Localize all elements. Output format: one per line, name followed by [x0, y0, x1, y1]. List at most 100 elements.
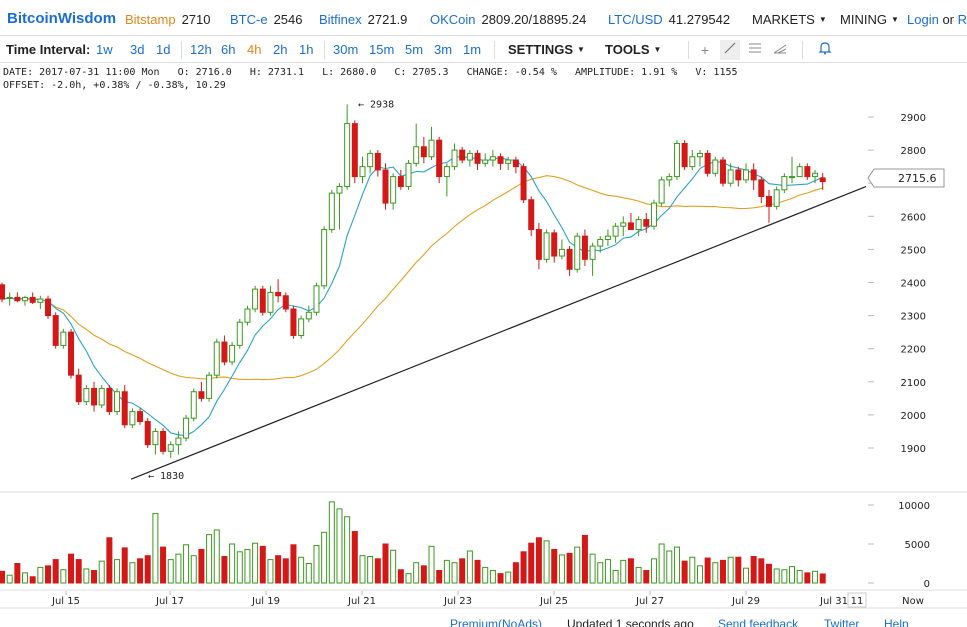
candle-body [719, 159, 726, 184]
price-tick-label: 2200 [901, 345, 926, 356]
volume-bar [558, 554, 565, 584]
toolbar-divider [181, 41, 182, 59]
candle-body [252, 288, 259, 310]
candle-body [658, 179, 665, 204]
volume-bar [60, 569, 67, 584]
candle-body [267, 291, 274, 313]
caret-down-icon: ▼ [890, 15, 899, 24]
candle-body [474, 152, 481, 164]
candle-body [704, 152, 711, 174]
price-tick-label: 2000 [901, 411, 926, 422]
settings-dropdown[interactable]: SETTINGS ▼ [508, 42, 585, 57]
candle-body [528, 199, 535, 231]
help-link[interactable]: Help [884, 617, 909, 627]
candle-body [812, 172, 819, 178]
footer-bar: Premium(NoAds) Updated 1 seconds ago Sen… [0, 615, 967, 627]
caret-down-icon: ▼ [577, 45, 585, 54]
ticker-ltc-usd[interactable]: LTC/USD 41.279542 [608, 12, 730, 27]
low-price-annotation: ← 1830 [148, 471, 184, 482]
candle-body [604, 235, 611, 240]
trendline-icon[interactable] [720, 40, 740, 60]
chart-toolbar: Time Interval: 1w 3d 1d 12h 6h 4h 2h 1h … [0, 37, 967, 63]
candle-body [206, 374, 213, 399]
candle-body [298, 318, 305, 336]
crosshair-icon[interactable]: + [700, 42, 710, 58]
register-link[interactable]: Re [957, 12, 967, 27]
candle-body [397, 176, 404, 188]
price-tick-label: 2800 [901, 146, 926, 157]
candle-body [620, 222, 627, 227]
interval-15m[interactable]: 15m [369, 42, 395, 57]
candle-body [505, 159, 512, 164]
interval-6h[interactable]: 6h [221, 42, 236, 57]
interval-12h[interactable]: 12h [190, 42, 212, 57]
interval-1d[interactable]: 1d [156, 42, 171, 57]
mining-menu[interactable]: MINING ▼ [840, 12, 899, 27]
tools-label: TOOLS [605, 42, 650, 57]
volume-bar [336, 508, 343, 584]
ticker-btce[interactable]: BTC-e 2546 [230, 12, 302, 27]
candle-body [735, 169, 742, 181]
volume-bar [45, 565, 52, 584]
volume-bar [604, 559, 611, 584]
cursor-day-box [847, 592, 867, 608]
volume-bar [789, 566, 796, 584]
price-tick-label: 1900 [901, 444, 926, 455]
candle-body [22, 296, 29, 302]
login-link[interactable]: Login [907, 12, 939, 27]
price-chart[interactable]: 1900200021002200230024002500260027002800… [0, 0, 967, 613]
candle-body [643, 219, 650, 227]
candle-body [766, 195, 772, 207]
interval-1m[interactable]: 1m [463, 42, 482, 57]
interval-2h[interactable]: 2h [273, 42, 288, 57]
fibonacci-icon[interactable] [770, 40, 790, 60]
markets-menu[interactable]: MARKETS ▼ [752, 12, 827, 27]
brand-logo[interactable]: BitcoinWisdom [7, 10, 117, 27]
candle-body [359, 166, 366, 178]
time-tick-label: Jul 19 [251, 596, 280, 607]
volume-bar [83, 568, 90, 584]
tools-dropdown[interactable]: TOOLS ▼ [605, 42, 661, 57]
ticker-okcoin[interactable]: OKCoin 2809.20/18895.24 [430, 12, 586, 27]
candle-body [52, 315, 59, 346]
volume-bar [190, 555, 197, 584]
caret-down-icon: ▼ [653, 45, 662, 54]
interval-3d[interactable]: 3d [130, 42, 145, 57]
candle-body [727, 169, 734, 184]
ticker-price: 2809.20/18895.24 [481, 12, 587, 27]
interval-1w[interactable]: 1w [96, 42, 113, 57]
volume-bar [91, 570, 98, 584]
alert-bell-icon[interactable] [815, 40, 835, 60]
interval-1h[interactable]: 1h [299, 42, 314, 57]
time-tick-label: Jul 23 [443, 596, 472, 607]
volume-tick-label: 10000 [898, 501, 930, 512]
horizontal-lines-icon[interactable] [745, 40, 765, 60]
volume-bar [413, 562, 420, 584]
candle-body [413, 146, 420, 164]
candle-body [443, 166, 450, 178]
premium-link[interactable]: Premium(NoAds) [450, 617, 543, 627]
send-feedback-link[interactable]: Send feedback [718, 617, 799, 627]
ticker-bitstamp[interactable]: Bitstamp 2710 [125, 12, 211, 27]
candle-body [673, 142, 680, 178]
candle-body [589, 245, 596, 260]
twitter-link[interactable]: Twitter [824, 617, 860, 627]
volume-bar [512, 562, 519, 584]
volume-bar [742, 567, 749, 584]
time-interval-label: Time Interval: [6, 42, 91, 57]
volume-bar [198, 548, 205, 584]
volume-bar [735, 556, 742, 584]
volume-bar [673, 546, 680, 584]
volume-bar [367, 555, 374, 584]
volume-bar [505, 571, 512, 584]
interval-4h[interactable]: 4h [247, 42, 262, 57]
candle-body [106, 387, 113, 413]
volume-bar [106, 537, 113, 584]
candle-body [696, 152, 703, 158]
interval-3m[interactable]: 3m [434, 42, 453, 57]
candle-body [612, 225, 619, 237]
interval-30m[interactable]: 30m [333, 42, 359, 57]
ticker-bitfinex[interactable]: Bitfinex 2721.9 [319, 12, 407, 27]
interval-5m[interactable]: 5m [405, 42, 424, 57]
volume-bar [796, 570, 803, 584]
